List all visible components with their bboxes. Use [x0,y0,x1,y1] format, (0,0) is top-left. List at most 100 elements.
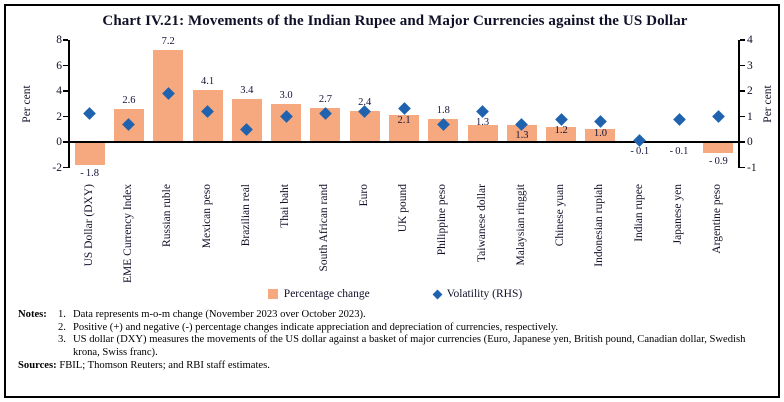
bar-13 [585,129,616,142]
sources-text: FBIL; Thomson Reuters; and RBI staff est… [59,360,270,372]
bar-9 [428,119,459,142]
value-label-14: - 0.1 [630,146,650,158]
zero-line [70,140,738,144]
legend: Percentage change Volatility (RHS) [18,286,772,302]
left-tick-label: 4 [56,85,62,97]
sources-heading: Sources: [18,360,57,372]
volatility-marker-0 [83,107,97,121]
right-tick-label: 3 [747,59,753,72]
category-label-8: UK pound [397,184,409,233]
value-label-7: 2.4 [358,97,372,109]
bar-0 [74,142,105,165]
legend-item-percentage-change: Percentage change [267,288,370,300]
legend-label-percentage-change: Percentage change [283,288,370,300]
category-label-3: Mexican peso [200,184,213,249]
note-number: 3. [58,334,66,346]
category-label-9: Philippine peso [436,184,449,256]
left-tick-label: -2 [52,161,62,174]
volatility-marker-8 [397,102,411,116]
bar-10 [467,125,498,142]
note-item-1: 1. Data represents m-o-m change (November… [58,309,772,322]
value-label-15: - 0.1 [669,146,689,158]
category-label-12: Chinese yuan [554,184,567,247]
category-label-2: Russian ruble [161,184,174,247]
value-label-5: 3.0 [279,89,293,101]
category-label-5: Thai baht [279,184,292,228]
bar-swatch-icon [267,289,278,299]
left-tick-mark [63,141,68,143]
legend-item-volatility: Volatility (RHS) [432,288,523,300]
value-label-16: - 0.9 [708,156,728,168]
category-label-10: Taiwanese dollar [475,184,488,263]
left-tick-label: 6 [56,59,62,72]
note-text: Data represents m-o-m change (November 2… [73,309,366,320]
notes-section: Notes: 1. Data represents m-o-m change (N… [18,309,772,373]
bar-8 [389,115,419,142]
note-number: 1. [58,309,66,320]
left-tick-label: 2 [56,110,62,123]
left-tick-mark [63,39,68,41]
bar-5 [271,103,302,142]
note-text: Positive (+) and negative (-) percentage… [73,321,559,333]
volatility-marker-12 [554,112,568,126]
volatility-marker-10 [476,105,489,118]
category-label-14: Indian rupee [632,184,645,242]
volatility-marker-13 [594,115,607,128]
category-label-15: Japanese yen [672,184,685,245]
right-tick-label: 4 [747,34,753,46]
value-label-1: 2.6 [122,94,136,106]
category-label-13: Indonesian rupiah [593,184,606,267]
category-label-7: Euro [357,184,370,207]
diamond-swatch-icon [432,289,443,299]
right-tick-label: -1 [747,161,757,174]
value-label-6: 2.7 [318,93,332,105]
category-label-1: EME Currency Index [121,184,134,283]
left-tick-mark [63,90,68,92]
left-tick-mark [63,115,68,118]
note-item-2: 2. Positive (+) and negative (-) percenta… [58,322,772,335]
category-label-11: Malaysian ringgit [514,184,527,266]
left-axis-line [68,40,70,168]
left-tick-mark [63,166,68,169]
right-tick-label: 1 [747,110,753,123]
volatility-marker-16 [711,110,725,123]
value-label-11: 1.3 [515,130,529,142]
bar-16 [703,142,734,154]
volatility-marker-15 [672,112,686,126]
category-label-6: South African rand [318,184,331,272]
note-item-3: 3. US dollar (DXY) measures the movements… [58,334,772,359]
value-label-8: 2.1 [397,114,411,126]
value-label-10: 1.3 [476,117,490,129]
category-label-0: US Dollar (DXY) [82,184,95,267]
value-label-13: 1.0 [593,127,608,139]
panel-frame: Chart IV.21: Movements of the Indian Rup… [4,4,780,398]
legend-label-volatility: Volatility (RHS) [446,288,523,300]
right-tick-mark [740,141,745,143]
note-number: 2. [58,321,66,333]
left-tick-label: 0 [56,136,62,148]
bar-11 [506,125,537,142]
right-tick-label: 0 [747,136,753,148]
right-tick-mark [740,64,745,67]
note-text: US dollar (DXY) measures the movements o… [73,334,746,358]
right-tick-mark [740,166,745,169]
chart-area: Per cent Per cent 8 6 4 2 0 -2 4 3 2 1 0 -1- 1.8 US … [18,34,774,286]
notes-items: 1. Data represents m-o-m change (November… [58,309,772,359]
notes-block: Notes: 1. Data represents m-o-m change (N… [18,309,772,359]
notes-heading: Notes: [18,309,47,320]
value-label-4: 3.4 [240,84,254,96]
right-axis-line [738,40,740,168]
value-label-12: 1.2 [554,125,568,137]
left-tick-mark [63,64,68,67]
right-tick-mark [740,39,745,41]
category-label-16: Argentine peso [711,184,724,254]
sources-row: Sources: FBIL; Thomson Reuters; and RBI … [18,360,772,373]
category-label-4: Brazilian real [239,184,252,247]
right-tick-mark [740,115,745,118]
right-tick-label: 2 [747,85,753,97]
chart-title: Chart IV.21: Movements of the Indian Rup… [102,13,688,29]
value-label-2: 7.2 [161,36,175,48]
right-tick-mark [740,90,745,92]
bar-12 [546,126,577,142]
